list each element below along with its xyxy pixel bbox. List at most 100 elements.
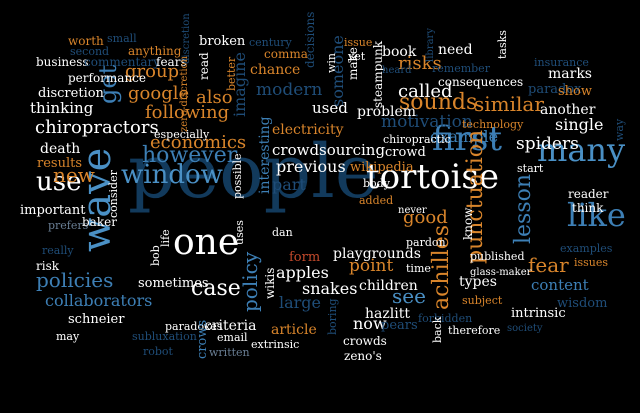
word-time: time: [406, 261, 431, 275]
word-crowdsourcing: crowdsourcing: [272, 140, 386, 159]
word-hazlitt: hazlitt: [365, 305, 410, 322]
word-subluxation: subluxation: [132, 329, 197, 343]
word-use: use: [36, 166, 82, 197]
word-paradox: paradox: [528, 82, 582, 98]
word-used: used: [312, 98, 348, 117]
word-large: large: [279, 292, 322, 312]
word-way: way: [613, 118, 626, 141]
word-problem: problem: [357, 103, 417, 120]
word-comma: comma: [264, 47, 308, 62]
word-risks: risks: [398, 53, 442, 75]
word-many: many: [537, 130, 626, 169]
word-may: may: [56, 329, 80, 343]
word-article: article: [271, 321, 317, 338]
word-results: results: [37, 156, 83, 172]
word-pears: pears: [381, 318, 418, 334]
word-sometimes: sometimes: [138, 276, 209, 292]
word-called: called: [398, 81, 453, 103]
word-interesting: interesting: [257, 115, 273, 194]
word-policy: policy: [238, 251, 262, 312]
word-fears: fears: [156, 55, 187, 70]
word-prefers: prefers: [48, 218, 89, 232]
word-children: children: [359, 277, 418, 294]
word-point: point: [349, 256, 394, 277]
word-schneier: schneier: [68, 312, 125, 328]
word-issues: issues: [574, 255, 609, 269]
word-economics: economics: [150, 132, 247, 154]
word-glass-maker: glass-maker: [470, 266, 532, 278]
word-discretion: discretion: [38, 86, 104, 102]
word-business: business: [36, 55, 89, 70]
word-wikipedia: wikipedia: [350, 160, 414, 176]
word-fear: fear: [528, 252, 569, 277]
word-know: know: [461, 207, 475, 241]
word-published: published: [470, 249, 525, 263]
word-forbidden: forbidden: [418, 311, 473, 325]
word-people: people: [128, 129, 379, 216]
word-crows: crows: [195, 320, 210, 360]
word-sounds: sounds: [399, 89, 478, 115]
word-technology: technology: [462, 117, 524, 131]
word-boring: boring: [326, 298, 339, 335]
word-example: example: [430, 126, 499, 146]
word-examples: examples: [560, 241, 613, 255]
word-baker: baker: [82, 215, 117, 230]
word-second: second: [70, 44, 110, 58]
word-case: case: [191, 275, 241, 301]
word-never: never: [398, 204, 427, 216]
word-first: first: [432, 119, 503, 160]
word-following: following: [145, 102, 230, 124]
word-content: content: [531, 275, 589, 294]
word-spiders: spiders: [516, 134, 579, 155]
word-remember: remember: [432, 61, 490, 75]
word-see: see: [392, 283, 426, 308]
word-possible: possible: [231, 153, 244, 199]
word-punctuation: punctuation: [463, 129, 488, 264]
word-marks: marks: [548, 65, 592, 82]
word-robot: robot: [143, 344, 173, 358]
word-chiropractors: chiropractors: [35, 117, 159, 139]
word-similar: similar: [474, 91, 544, 116]
word-policies: policies: [36, 267, 114, 292]
word-window: window: [121, 159, 223, 190]
word-part: part: [272, 174, 306, 194]
word-thinking: thinking: [30, 98, 94, 117]
word-chance: chance: [250, 61, 301, 78]
word-broken: broken: [199, 34, 246, 50]
word-like: like: [567, 195, 626, 234]
word-back: back: [431, 316, 444, 343]
word-new: new: [53, 162, 95, 187]
word-decisions: decisions: [303, 11, 317, 69]
word-email: email: [217, 330, 248, 344]
word-zero-discretion: zero-discretion: [179, 55, 190, 132]
word-lesson: lesson: [511, 173, 536, 244]
word-heard: heard: [382, 64, 412, 76]
word-discretion: discretion: [181, 13, 192, 64]
word-now: now: [353, 313, 387, 333]
word-tasks: tasks: [496, 30, 509, 59]
word-body: body: [363, 176, 390, 190]
word-collaborators: collaborators: [45, 290, 153, 310]
word-issue: issue: [344, 35, 373, 49]
word-extrinsic: extrinsic: [251, 337, 300, 351]
word-also: also: [196, 87, 233, 109]
word-one: one: [173, 222, 240, 264]
word-electricity: electricity: [272, 121, 344, 138]
word-therefore: therefore: [448, 323, 501, 337]
word-another: another: [540, 101, 596, 118]
word-however: however: [142, 142, 238, 168]
word-playgrounds: playgrounds: [333, 245, 421, 262]
word-previous: previous: [276, 156, 346, 176]
word-modern: modern: [256, 80, 323, 101]
word-yet: yet: [348, 49, 366, 63]
word-group: group: [125, 61, 180, 83]
word-century: century: [249, 35, 292, 49]
word-think: think: [572, 201, 604, 216]
word-form: form: [289, 250, 321, 266]
word-criteria: criteria: [204, 317, 257, 334]
word-show: show: [558, 84, 592, 100]
word-insurance: insurance: [534, 55, 589, 69]
word-good: good: [403, 207, 448, 229]
word-small: small: [107, 31, 137, 45]
word-bob: bob: [149, 245, 162, 266]
